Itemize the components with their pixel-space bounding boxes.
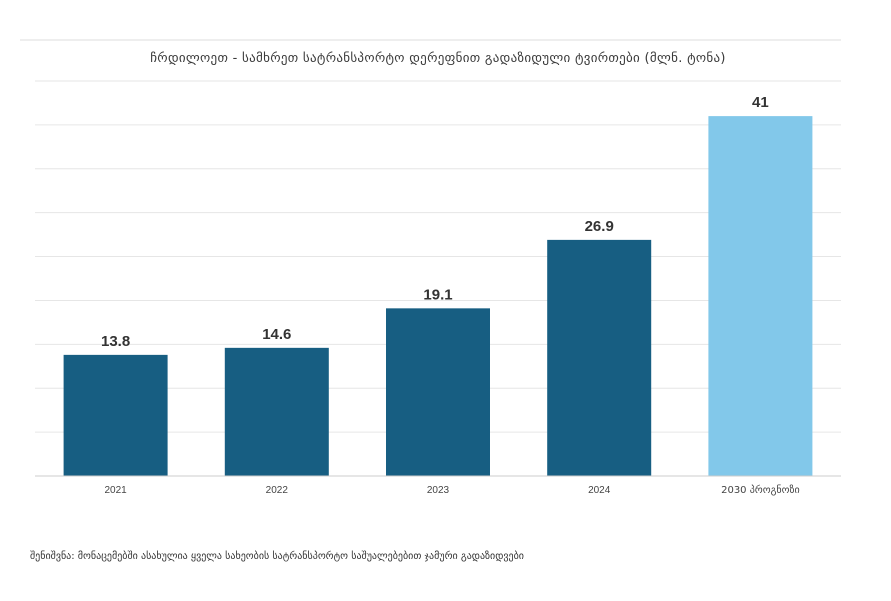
- x-tick-label: 2023: [427, 485, 450, 496]
- bar-2030: [708, 116, 813, 476]
- x-tick-label: 2021: [104, 485, 127, 496]
- bar-value-label: 13.8: [101, 333, 130, 350]
- bar-value-labels: 13.8 14.6 19.1 26.9 41: [101, 94, 769, 350]
- x-tick-label: 2022: [266, 485, 289, 496]
- footnote: შენიშვნა: მონაცემებში ასახულია ყველა სახ…: [30, 551, 524, 562]
- bar-2022: [224, 347, 329, 476]
- bar-2024: [547, 239, 652, 476]
- bar-value-label: 26.9: [585, 218, 614, 235]
- x-axis-ticks: 2021 2022 2023 2024 2030 პროგნოზი: [104, 484, 799, 496]
- bar-2021: [63, 354, 168, 476]
- bar-value-label: 41: [752, 94, 769, 111]
- chart-title: ჩრდილოეთ - სამხრეთ სატრანსპორტო დერეფნით…: [150, 51, 726, 66]
- bar-value-label: 14.6: [262, 326, 291, 343]
- x-tick-label: 2024: [588, 485, 611, 496]
- bars: [63, 116, 813, 476]
- bar-value-label: 19.1: [423, 286, 452, 303]
- x-tick-label: 2030 პროგნოზი: [721, 484, 800, 496]
- gridlines: [35, 80, 841, 433]
- bar-2023: [386, 308, 490, 476]
